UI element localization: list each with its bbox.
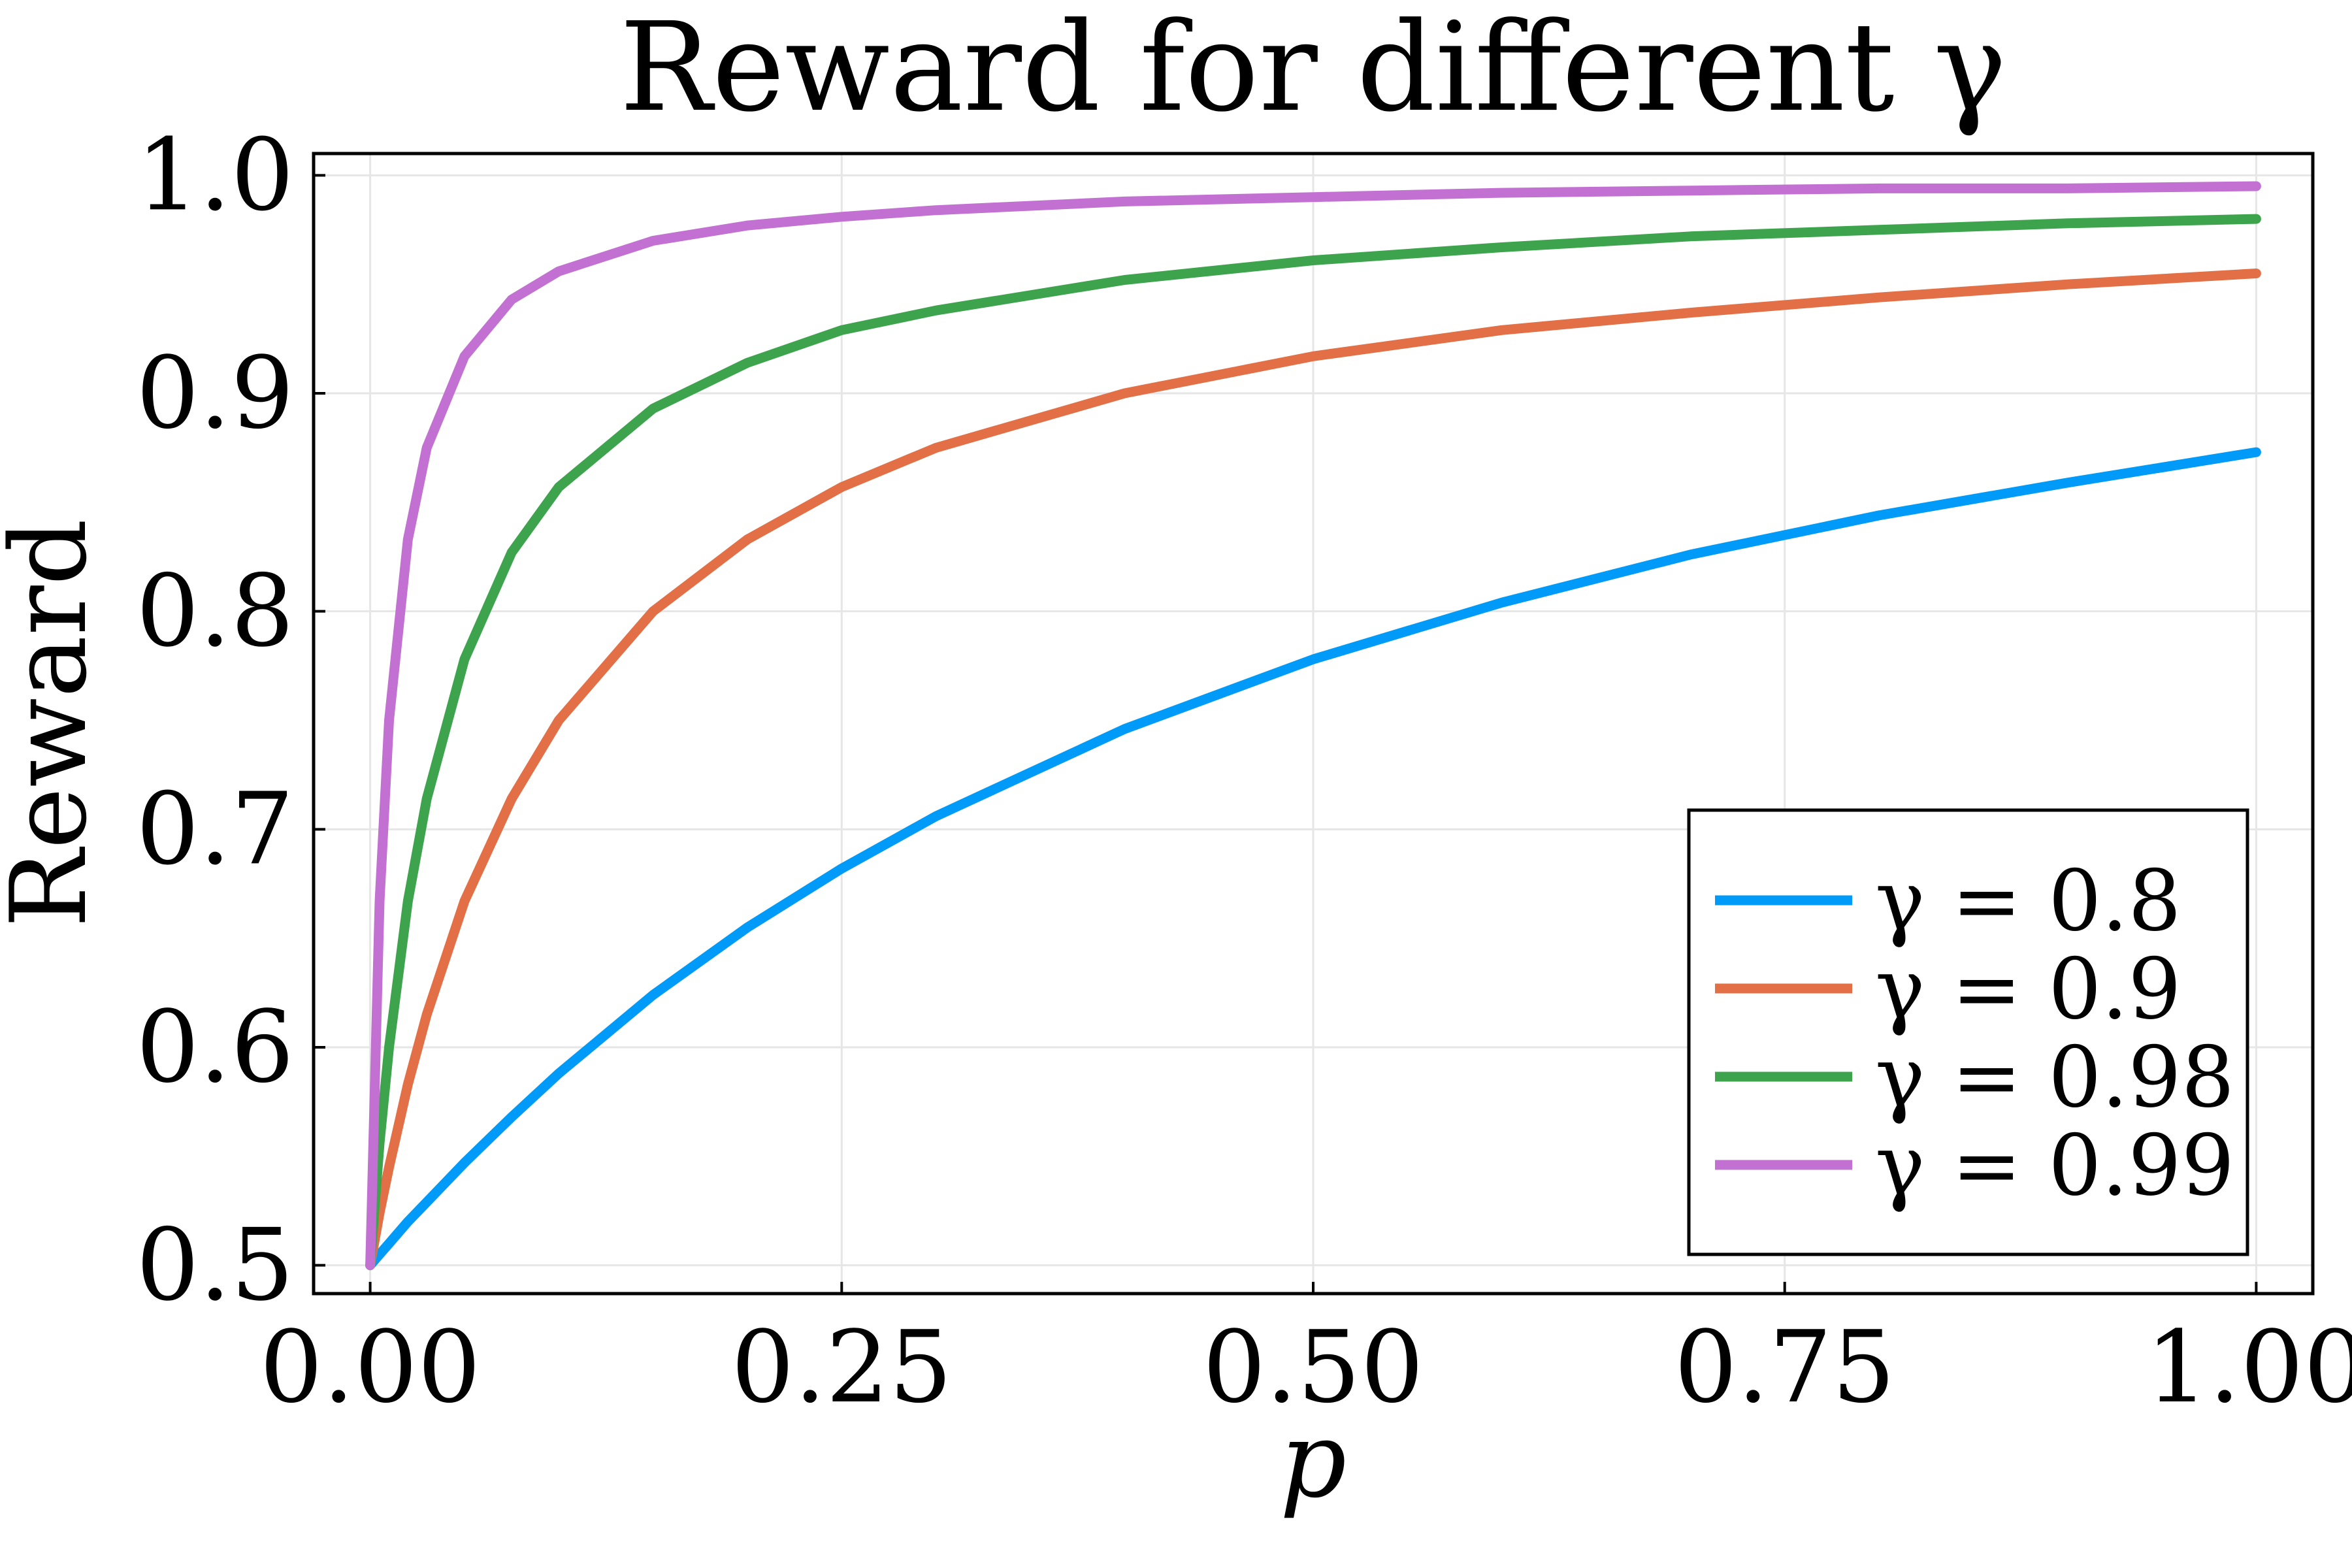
- y-tick-label: 0.5: [136, 1207, 294, 1323]
- chart-title: Reward for different γ: [619, 0, 2006, 139]
- x-axis-ticks: 0.00 0.25 0.50 0.75 1.00: [259, 1282, 2352, 1425]
- legend-label-1: γ = 0.8: [1875, 853, 2181, 950]
- x-tick-label: 0.75: [1674, 1309, 1895, 1425]
- y-tick-label: 0.9: [136, 335, 294, 451]
- series-line-3: [365, 214, 2261, 1271]
- y-axis-label: Reward: [0, 519, 110, 928]
- x-tick-label: 0.25: [731, 1309, 952, 1425]
- legend-box: [1687, 808, 2249, 1256]
- series-line-4: [365, 181, 2261, 1271]
- x-tick-label: 0.00: [259, 1309, 480, 1425]
- series-line-1: [365, 447, 2261, 1271]
- data-series: [365, 181, 2261, 1271]
- y-axis-ticks: 0.5 0.6 0.7 0.8 0.9 1.0: [136, 117, 325, 1323]
- legend-label-2: γ = 0.9: [1875, 941, 2181, 1038]
- x-tick-label: 1.00: [2146, 1309, 2352, 1425]
- legend-label-3: γ = 0.98: [1875, 1029, 2234, 1126]
- x-tick-label: 0.50: [1203, 1309, 1424, 1425]
- x-axis-label: p: [1280, 1399, 1347, 1521]
- y-tick-label: 0.7: [136, 771, 294, 887]
- y-tick-label: 1.0: [136, 117, 294, 233]
- legend-label-4: γ = 0.99: [1875, 1117, 2234, 1215]
- y-tick-label: 0.6: [136, 989, 294, 1105]
- series-line-2: [365, 269, 2261, 1271]
- legend: γ = 0.8γ = 0.9γ = 0.98γ = 0.99: [1687, 808, 2249, 1256]
- y-tick-label: 0.8: [136, 553, 294, 669]
